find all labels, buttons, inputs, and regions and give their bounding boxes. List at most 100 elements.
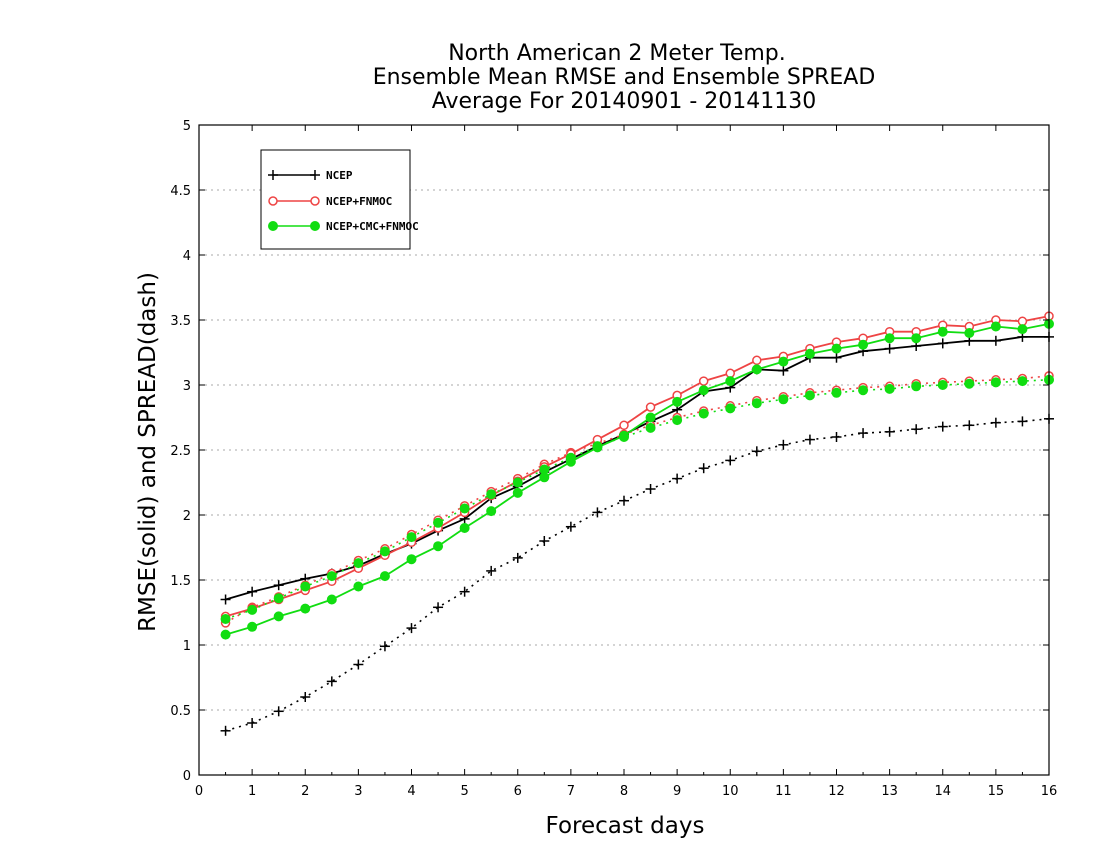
spread-point — [858, 428, 869, 439]
x-axis-label: Forecast days — [546, 813, 705, 839]
spread-point — [964, 420, 975, 431]
spread-point — [858, 385, 869, 396]
spread-point — [353, 659, 364, 670]
spread-point — [433, 602, 444, 613]
rmse-point — [831, 343, 842, 354]
y-axis-label: RMSE(solid) and SPREAD(dash) — [135, 272, 161, 632]
rmse-point — [672, 396, 683, 407]
rmse-point — [512, 487, 523, 498]
spread-point — [911, 424, 922, 435]
spread-point — [326, 571, 337, 582]
spread-point — [884, 426, 895, 437]
y-tick-label: 2 — [183, 509, 191, 524]
x-tick-label: 13 — [881, 784, 898, 799]
rmse-point — [698, 385, 709, 396]
spread-point — [565, 521, 576, 532]
spread-point — [247, 604, 258, 615]
spread-line — [225, 375, 1050, 624]
spread-point — [911, 381, 922, 392]
chart-title-line-1: North American 2 Meter Temp. — [448, 41, 786, 66]
rmse-point — [273, 580, 284, 591]
x-tick-label: 6 — [514, 784, 522, 799]
spread-point — [698, 463, 709, 474]
spread-point — [645, 484, 656, 494]
spread-point — [353, 558, 364, 569]
rmse-point — [911, 333, 922, 344]
legend-item: NCEP+CMC+FNMOC — [268, 220, 419, 233]
spread-point — [698, 408, 709, 419]
rmse-point — [778, 356, 789, 367]
spread-point — [326, 676, 337, 687]
spread-point — [300, 581, 311, 592]
x-tick-label: 11 — [775, 784, 792, 799]
rmse-point — [645, 412, 656, 423]
rmse-point — [539, 472, 550, 483]
legend-marker — [310, 196, 320, 206]
spread-point — [220, 725, 231, 736]
spread-point — [751, 446, 762, 457]
legend-marker — [310, 170, 320, 180]
y-tick-label: 2.5 — [170, 444, 191, 459]
spread-point — [406, 532, 417, 543]
spread-point — [804, 434, 815, 445]
spread-point — [379, 546, 390, 557]
legend-box — [260, 149, 411, 250]
rmse-point — [752, 355, 762, 366]
rmse-point — [1017, 324, 1028, 335]
spread-point — [512, 552, 523, 563]
rmse-point — [937, 326, 948, 337]
spread-point — [619, 495, 629, 506]
chart-title-line-3: Average For 20140901 - 20141130 — [432, 89, 817, 114]
series-ncep-cmc-fnmoc — [220, 318, 1054, 640]
spread-point — [247, 718, 258, 728]
rmse-point — [406, 554, 417, 565]
y-tick-label: 3 — [183, 379, 191, 394]
rmse-point — [751, 364, 762, 375]
spread-point — [884, 383, 895, 394]
rmse-point — [459, 523, 470, 533]
y-tick-label: 0 — [183, 769, 191, 784]
rmse-point — [884, 343, 895, 354]
rmse-point — [804, 348, 815, 359]
legend: NCEP NCEP+FNMOC NCEP+CMC+FNMOC — [260, 149, 419, 250]
spread-point — [379, 641, 390, 652]
y-tick-label: 4 — [183, 249, 191, 264]
rmse-point — [725, 376, 736, 387]
x-tick-label: 1 — [248, 784, 256, 799]
spread-point — [778, 439, 789, 450]
legend-label: NCEP+CMC+FNMOC — [326, 220, 419, 233]
rmse-point — [247, 586, 258, 597]
series-ncep — [220, 331, 1054, 736]
rmse-point — [778, 365, 789, 376]
rmse-line — [225, 315, 1050, 618]
spread-point — [990, 417, 1001, 428]
spread-point — [273, 706, 284, 717]
legend-marker — [310, 221, 320, 231]
rmse-point — [353, 581, 364, 592]
legend-item: NCEP+FNMOC — [268, 195, 392, 208]
spread-point — [990, 377, 1001, 388]
legend-marker — [268, 196, 278, 206]
rmse-line — [225, 335, 1049, 601]
rmse-point — [645, 402, 656, 412]
spread-point — [831, 387, 842, 398]
spread-point — [433, 517, 444, 528]
rmse-point — [858, 339, 869, 350]
rmse-point — [831, 352, 842, 363]
spread-point — [220, 614, 231, 624]
spread-point — [592, 507, 603, 518]
spread-point — [300, 692, 311, 702]
spread-point — [512, 477, 523, 488]
rmse-point — [619, 420, 629, 431]
x-tick-label: 3 — [354, 784, 362, 799]
spread-point — [459, 503, 470, 514]
legend-label: NCEP+FNMOC — [326, 195, 392, 208]
spread-point — [937, 421, 948, 432]
x-tick-label: 14 — [934, 784, 951, 799]
legend-marker — [268, 170, 278, 180]
legend-label: NCEP — [326, 169, 353, 182]
x-tick-label: 0 — [195, 784, 203, 799]
x-tick-label: 4 — [407, 784, 415, 799]
rmse-point — [990, 321, 1001, 332]
